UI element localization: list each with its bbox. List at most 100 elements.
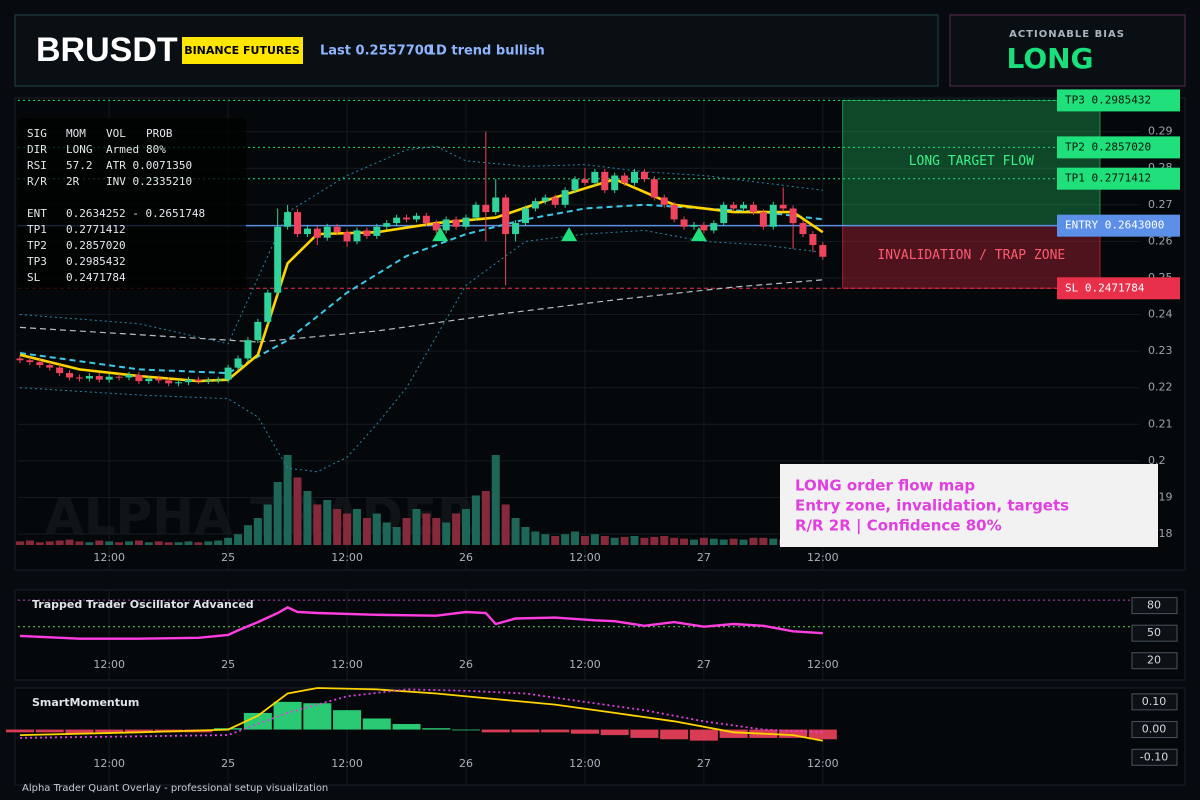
x-tick-label: 12:00	[807, 551, 839, 564]
candle-body	[313, 228, 321, 238]
y-tick-label: 0.27	[1148, 198, 1173, 211]
candle-body	[611, 175, 619, 191]
candle-body	[343, 232, 351, 242]
info-cell: 2R	[66, 175, 80, 188]
x-tick-label: 12:00	[93, 757, 125, 770]
x-tick-label: 12:00	[569, 757, 601, 770]
momentum-bar	[124, 729, 153, 733]
volume-bar	[462, 509, 471, 545]
volume-bar	[293, 477, 302, 545]
x-tick-label: 25	[221, 757, 235, 770]
volume-bar	[442, 522, 451, 545]
note-line: Entry zone, invalidation, targets	[795, 497, 1069, 515]
y-tick-label: 0.22	[1148, 381, 1173, 394]
candle-body	[650, 179, 658, 198]
x-tick-label: 12:00	[331, 757, 363, 770]
info-panel	[18, 118, 246, 290]
x-tick-label: 12:00	[93, 658, 125, 671]
candle-body	[700, 224, 708, 231]
volume-bar	[531, 531, 540, 545]
info-cell: 0.2857020	[66, 239, 126, 252]
volume-bar	[234, 534, 243, 545]
candle-body	[561, 190, 569, 205]
y-tick-box	[1131, 721, 1178, 739]
candle-body	[581, 179, 589, 183]
info-cell: LONG	[66, 143, 93, 156]
candle-body	[482, 204, 490, 213]
info-cell: R/R	[27, 175, 47, 188]
candle-body	[740, 204, 748, 209]
signal-marker	[432, 227, 449, 242]
candle-body	[234, 358, 242, 368]
volume-bar	[680, 538, 689, 545]
info-cell: ATR 0.0071350	[106, 159, 192, 172]
candle-body	[75, 377, 83, 379]
info-cell: INV 0.2335210	[106, 175, 192, 188]
volume-bar	[125, 541, 134, 545]
volume-bar	[25, 540, 34, 545]
volume-bar	[184, 541, 193, 545]
candle-body	[363, 230, 371, 236]
candle-body	[442, 219, 450, 231]
volume-bar	[670, 537, 679, 545]
momentum-bar	[422, 728, 451, 730]
note-box	[780, 464, 1158, 547]
candle-body	[254, 321, 262, 341]
panel-title: SmartMomentum	[32, 696, 139, 709]
volume-bar	[620, 536, 629, 545]
info-cell: VOL	[106, 127, 126, 140]
note-line: LONG order flow map	[795, 477, 975, 495]
momentum-bar	[5, 729, 34, 733]
volume-bar	[243, 525, 252, 545]
zone-label: INVALIDATION / TRAP ZONE	[877, 248, 1065, 263]
momentum-bar	[481, 729, 510, 733]
candle-body	[403, 217, 411, 220]
y-tick-box	[1131, 652, 1178, 670]
candle-body	[640, 171, 648, 180]
level-label: SL 0.2471784	[1065, 281, 1145, 294]
volume-bar	[759, 537, 768, 545]
level-label: ENTRY 0.2643000	[1065, 219, 1164, 232]
candle-body	[809, 234, 817, 246]
momentum-bar	[689, 729, 718, 741]
candle-body	[779, 204, 787, 209]
momentum-bar	[808, 729, 837, 740]
momentum-bar	[570, 729, 599, 734]
info-cell: SL	[27, 271, 41, 284]
candle-body	[155, 378, 163, 381]
candle-body	[631, 171, 639, 183]
volume-bar	[600, 536, 609, 545]
volume-bar	[333, 509, 342, 545]
candle-body	[383, 223, 391, 227]
volume-bar	[699, 537, 708, 545]
candle-body	[165, 380, 173, 384]
candle-body	[244, 340, 252, 359]
volume-bar	[719, 539, 728, 545]
volume-bar	[471, 495, 480, 545]
info-cell: 57.2	[66, 159, 93, 172]
candle-body	[670, 204, 678, 220]
candle-body	[531, 201, 539, 209]
volume-bar	[372, 513, 381, 545]
volume-bar	[164, 542, 173, 545]
momentum-bar	[511, 729, 540, 733]
candle-body	[323, 226, 331, 238]
volume-bar	[481, 491, 490, 545]
candle-body	[799, 223, 807, 235]
volume-bar	[134, 540, 143, 545]
x-tick-label: 12:00	[331, 658, 363, 671]
volume-bar	[154, 541, 163, 545]
signal-marker	[561, 227, 578, 242]
candle-body	[56, 367, 64, 374]
volume-bar	[511, 518, 520, 545]
x-tick-label: 26	[459, 658, 473, 671]
momentum-bar	[243, 712, 272, 730]
candle-body	[749, 204, 757, 213]
zone-label: LONG TARGET FLOW	[909, 154, 1034, 169]
volume-bar	[323, 500, 332, 545]
y-tick-label: -0.10	[1140, 750, 1168, 763]
y-tick-label: 0.23	[1148, 344, 1173, 357]
zone	[842, 99, 1101, 227]
header-panel	[14, 14, 939, 87]
x-tick-label: 12:00	[93, 551, 125, 564]
